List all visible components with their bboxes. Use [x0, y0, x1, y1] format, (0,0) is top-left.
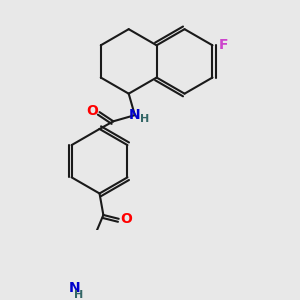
Text: N: N: [129, 108, 141, 122]
Text: F: F: [218, 38, 228, 52]
Text: N: N: [68, 281, 80, 295]
Text: O: O: [121, 212, 132, 226]
Text: H: H: [140, 114, 149, 124]
Text: H: H: [74, 290, 83, 300]
Text: O: O: [86, 103, 98, 118]
